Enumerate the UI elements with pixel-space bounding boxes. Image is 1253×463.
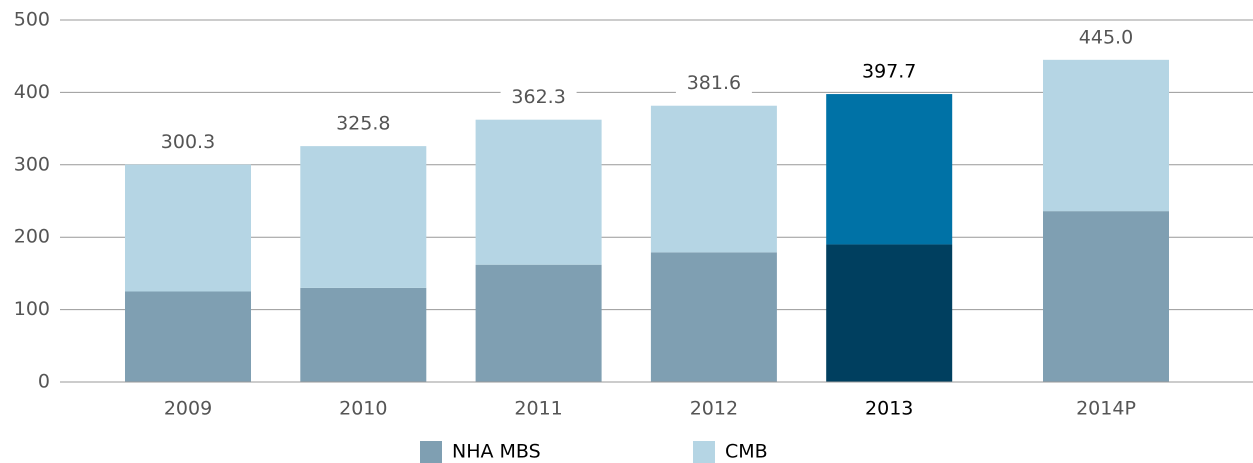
legend-label: NHA MBS <box>452 441 541 463</box>
label-bg <box>500 84 577 111</box>
legend-swatch <box>693 441 715 463</box>
y-tick-label: 400 <box>14 81 50 103</box>
label-bg <box>851 59 928 86</box>
x-tick-label: 2009 <box>164 398 212 420</box>
x-tick-label: 2013 <box>865 398 913 420</box>
label-bg <box>1068 24 1144 51</box>
total-label: 445.0 <box>1079 26 1133 48</box>
y-tick-label: 300 <box>14 153 50 175</box>
bar-segment <box>650 252 777 382</box>
label-bg <box>675 70 752 97</box>
bar-segment <box>125 164 251 292</box>
x-tick-label: 2012 <box>690 398 738 420</box>
bar-segment <box>125 291 251 382</box>
bar-segment <box>650 105 777 253</box>
total-label: 397.7 <box>862 61 916 83</box>
bar-segment <box>300 146 427 288</box>
y-tick-label: 500 <box>14 9 50 31</box>
label-bg <box>150 129 226 156</box>
legend-swatch <box>420 441 442 463</box>
bar-segment <box>826 244 953 382</box>
bar-segment <box>475 119 602 265</box>
legend-label: CMB <box>725 441 768 463</box>
bar-segment <box>1043 211 1169 382</box>
x-tick-label: 2011 <box>514 398 562 420</box>
y-tick-label: 100 <box>14 298 50 320</box>
total-label: 381.6 <box>687 72 741 94</box>
total-label: 325.8 <box>336 113 390 135</box>
total-label: 362.3 <box>511 86 565 108</box>
x-tick-label: 2010 <box>339 398 387 420</box>
x-tick-label: 2014P <box>1076 398 1136 420</box>
bar-segment <box>826 94 953 245</box>
bar-segment <box>1043 59 1169 212</box>
y-tick-label: 0 <box>38 371 50 393</box>
total-label: 300.3 <box>161 131 215 153</box>
y-tick-label: 200 <box>14 226 50 248</box>
label-bg <box>325 111 402 138</box>
bar-segment <box>300 287 427 382</box>
bar-segment <box>475 264 602 382</box>
